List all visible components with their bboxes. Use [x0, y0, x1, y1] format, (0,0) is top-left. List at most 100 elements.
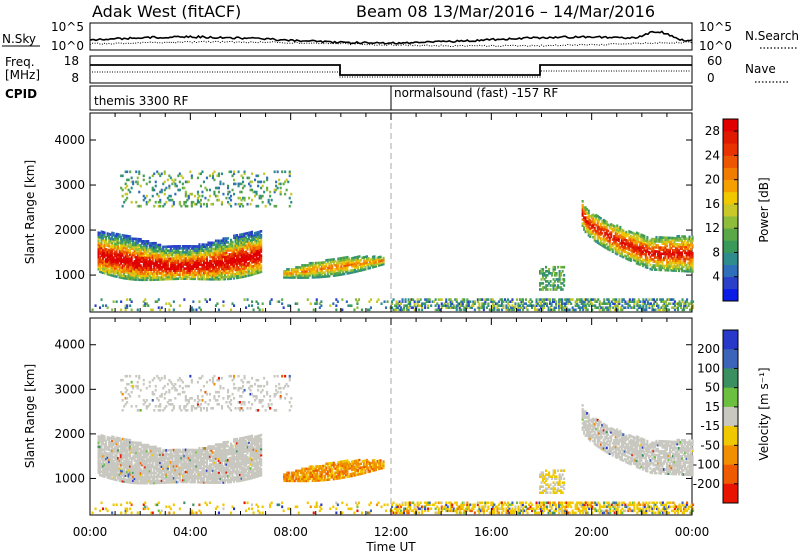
power-cell: [246, 252, 249, 255]
power-cell: [183, 247, 186, 250]
power-cell: [255, 255, 258, 259]
power-cell: [365, 255, 368, 258]
power-cell: [133, 245, 136, 249]
power-cell: [248, 237, 251, 241]
power-cell: [491, 308, 494, 312]
velocity-cell: [120, 479, 123, 483]
power-cell: [682, 269, 685, 273]
power-cell: [667, 308, 670, 312]
power-cell: [227, 241, 230, 244]
power-cell: [353, 268, 356, 272]
power-cell: [628, 300, 631, 303]
power-cell: [379, 259, 382, 263]
power-cell: [190, 306, 193, 309]
power-cell: [317, 271, 320, 275]
power-cell: [691, 264, 694, 267]
power-cell: [192, 249, 195, 252]
power-cell: [99, 233, 102, 237]
power-cell: [204, 253, 207, 257]
power-cell: [153, 252, 156, 255]
power-cell: [144, 278, 147, 282]
power-cell: [154, 268, 157, 271]
power-cell: [198, 269, 201, 273]
power-cell: [656, 252, 659, 255]
power-cell: [641, 234, 644, 237]
power-cell: [340, 257, 343, 260]
power-cell: [160, 276, 163, 279]
power-cell: [109, 263, 112, 267]
power-cell: [610, 243, 613, 247]
velocity-cell: [130, 459, 133, 462]
power-cell: [343, 264, 346, 268]
power-cell: [174, 275, 177, 279]
velocity-cell: [141, 461, 144, 465]
power-cell: [190, 176, 193, 180]
velocity-cell: [132, 479, 135, 482]
velocity-cell: [111, 457, 114, 461]
power-cell: [287, 274, 290, 277]
nsky-trace: [89, 30, 693, 45]
power-cell: [192, 267, 195, 270]
power-cell: [599, 233, 602, 236]
power-cell: [608, 244, 611, 248]
power-cell: [133, 237, 136, 241]
power-cell: [111, 262, 114, 265]
power-cell: [659, 236, 662, 239]
velocity-cell: [114, 474, 117, 477]
power-cell: [147, 276, 150, 280]
power-cell: [258, 264, 261, 268]
power-cell: [168, 308, 171, 312]
power-cell: [656, 244, 659, 247]
power-cell: [427, 304, 430, 307]
power-cell: [111, 270, 114, 273]
power-cell: [121, 252, 124, 255]
power-cell: [242, 241, 245, 244]
power-cell: [236, 262, 239, 265]
power-cell: [174, 263, 177, 266]
power-cell: [108, 261, 111, 264]
power-cell: [340, 265, 343, 268]
power-cell: [659, 248, 662, 251]
power-cell: [667, 240, 670, 244]
velocity-cell: [106, 458, 109, 461]
power-cell: [688, 266, 691, 269]
power-cell: [684, 304, 687, 307]
power-cell: [245, 258, 248, 262]
power-cell: [592, 229, 595, 233]
power-cell: [633, 298, 636, 301]
power-cell: [196, 255, 199, 258]
power-cell: [598, 220, 601, 223]
power-cell: [587, 225, 590, 229]
power-cell: [611, 250, 614, 253]
power-cell: [653, 256, 656, 259]
power-cell: [605, 228, 608, 232]
power-cell: [257, 235, 260, 238]
velocity-cell: [129, 440, 132, 444]
power-cell: [129, 261, 132, 265]
power-cell: [219, 245, 222, 249]
power-cell: [240, 233, 243, 236]
power-cell: [289, 274, 292, 277]
power-cell: [409, 304, 412, 307]
power-cell: [251, 244, 254, 248]
power-cell: [485, 306, 488, 309]
velocity-cell: [111, 461, 114, 465]
power-cell: [645, 306, 648, 309]
power-cell: [100, 266, 103, 270]
power-cell: [641, 242, 644, 245]
velocity-cell: [100, 442, 103, 445]
power-cell: [257, 237, 260, 240]
power-cell: [254, 270, 257, 273]
power-cell: [139, 274, 142, 277]
power-cell: [623, 254, 626, 258]
power-cell: [604, 225, 607, 229]
power-cell: [379, 255, 382, 259]
power-cell: [352, 268, 355, 272]
power-cell: [676, 251, 679, 254]
power-cell: [647, 259, 650, 262]
power-cell: [199, 263, 202, 267]
power-cell: [246, 264, 249, 267]
power-cell: [622, 235, 625, 239]
velocity-cell: [129, 479, 132, 482]
